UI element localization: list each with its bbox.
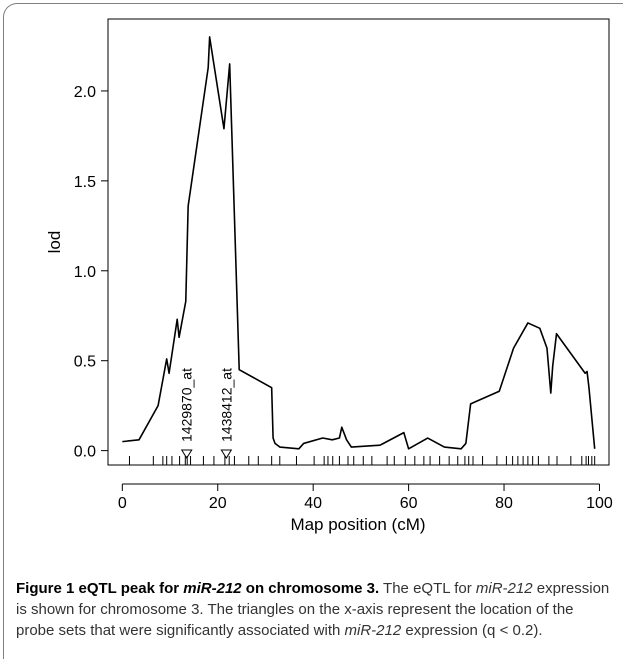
- y-tick-label: 0.5: [74, 354, 96, 371]
- caption-lead: Figure 1 eQTL peak for miR-212 on chromo…: [16, 580, 380, 597]
- plot-box: [107, 18, 610, 466]
- eqtl-chart: 0.00.51.01.52.0 0 20 40 60 80 100 1429870_at 1…: [45, 18, 613, 534]
- figure-frame: [3, 3, 623, 659]
- x-axis: 0 20 40 60 80 100: [118, 483, 613, 512]
- probe-label: 1429870_at: [179, 368, 195, 442]
- y-axis: 0.0 0.5 1.0 1.5 2.0: [74, 84, 108, 461]
- x-tick-label: 60: [400, 495, 418, 512]
- figure-caption: Figure 1 eQTL peak for miR-212 on chromo…: [16, 580, 610, 639]
- x-tick-label: 100: [586, 495, 613, 512]
- probe-markers: 1429870_at 1438412_at: [179, 368, 234, 459]
- probe-label: 1438412_at: [218, 368, 234, 442]
- lod-series-line: [122, 36, 596, 450]
- y-tick-label: 1.5: [74, 174, 96, 191]
- probe-triangle: [220, 449, 233, 459]
- y-axis-label: lod: [45, 231, 64, 254]
- probe-triangle: [180, 449, 193, 459]
- y-tick-label: 1.0: [74, 264, 96, 281]
- rug-ticks: [128, 456, 596, 465]
- y-tick-label: 0.0: [74, 444, 96, 461]
- x-tick-label: 80: [495, 495, 513, 512]
- y-tick-label: 2.0: [74, 84, 96, 101]
- x-axis-label: Map position (cM): [290, 515, 425, 534]
- x-tick-label: 20: [209, 495, 227, 512]
- x-tick-label: 0: [118, 495, 127, 512]
- x-tick-label: 40: [304, 495, 322, 512]
